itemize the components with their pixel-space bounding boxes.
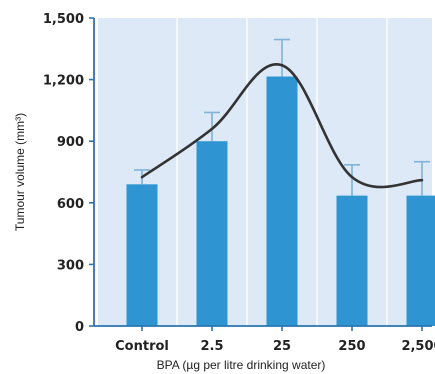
y-tick-label: 0	[75, 320, 84, 335]
y-tick-label: 1,200	[43, 74, 84, 89]
error-bar-2,500	[414, 160, 430, 196]
y-axis-label: Tumour volume (mm³)	[13, 113, 27, 231]
bar-2.5	[196, 141, 228, 326]
y-tick-labels: 0 300 600 900 1,200 1,500	[43, 12, 84, 335]
y-tick-label: 600	[57, 197, 84, 212]
bar-250	[336, 195, 368, 326]
x-tick-label: 250	[338, 339, 365, 354]
error-bar-2.5	[204, 111, 220, 142]
bars	[126, 76, 435, 327]
bar-Control	[126, 184, 158, 326]
x-tick-label: 25	[273, 339, 291, 354]
error-bar-250	[344, 164, 360, 196]
axes	[89, 17, 432, 331]
bar-25	[266, 76, 298, 327]
x-tick-label: 2.5	[200, 339, 223, 354]
y-tick-label: 300	[57, 258, 84, 273]
bar-2,500	[406, 195, 435, 326]
x-tick-labels: Control 2.5 25 250 2,500	[115, 339, 435, 354]
y-tick-label: 900	[57, 135, 84, 150]
error-bars	[134, 38, 430, 196]
trend-line	[140, 63, 424, 189]
y-tick-label: 1,500	[43, 12, 84, 27]
x-tick-label: Control	[115, 339, 169, 354]
x-axis-label: BPA (µg per litre drinking water)	[157, 358, 326, 372]
grid-lines	[176, 18, 388, 326]
x-tick-label: 2,500	[401, 339, 435, 354]
error-bar-25	[274, 38, 290, 77]
